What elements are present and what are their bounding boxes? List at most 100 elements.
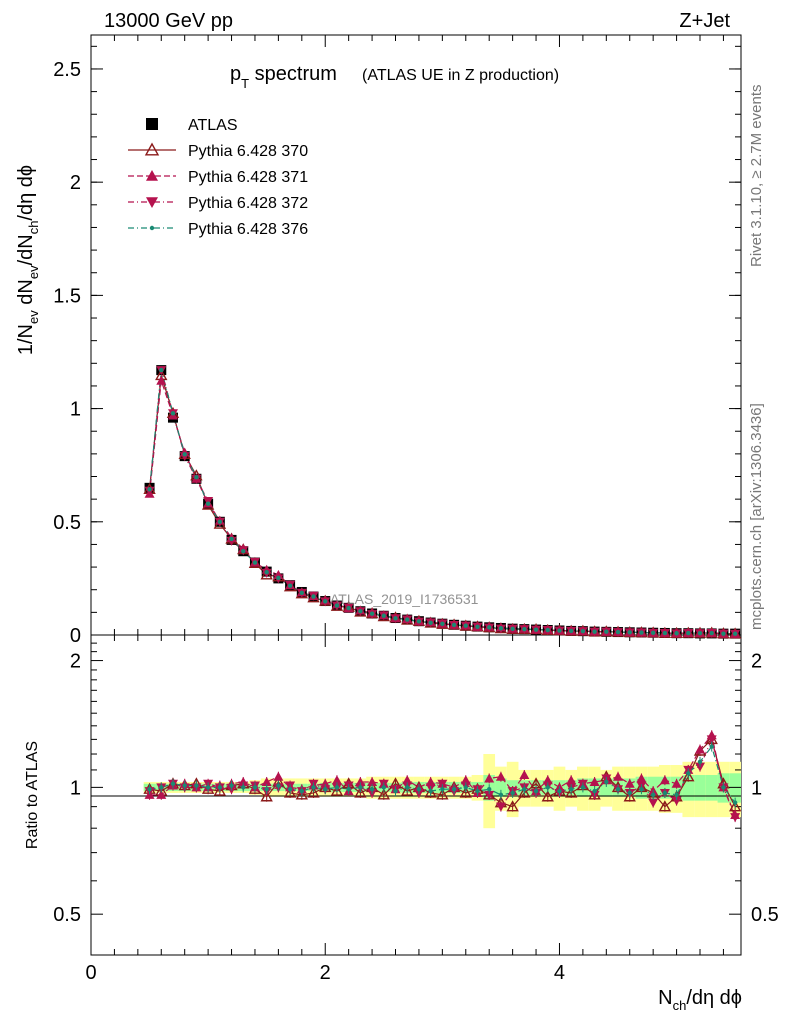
ratio-point xyxy=(682,770,695,782)
ratio-point xyxy=(369,787,375,792)
ratio-point xyxy=(299,788,305,794)
mc-point xyxy=(287,583,293,588)
ratio-point xyxy=(334,785,340,790)
process-label: Z+Jet xyxy=(679,10,730,32)
ratio-point xyxy=(566,775,577,785)
x-tick-label: 4 xyxy=(554,962,565,984)
ratio-point xyxy=(459,786,472,798)
mc-point xyxy=(156,375,167,385)
ratio-band-inner xyxy=(682,774,695,801)
ratio-y-tick-label-right: 2 xyxy=(751,651,762,673)
legend-entry-label: Pythia 6.428 376 xyxy=(188,221,308,238)
ratio-point xyxy=(623,790,636,802)
ratio-point xyxy=(695,762,706,772)
ratio-point xyxy=(545,785,550,790)
ratio-point xyxy=(732,800,738,805)
ratio-point xyxy=(495,802,506,812)
chart-title: pT spectrum xyxy=(230,63,337,91)
ratio-y-tick-label: 1 xyxy=(70,777,81,799)
mc-point xyxy=(463,623,468,628)
ratio-band-inner xyxy=(705,774,718,801)
legend-entry-label: ATLAS xyxy=(188,117,238,134)
ratio-point xyxy=(721,785,726,790)
mc-point xyxy=(182,452,187,457)
ratio-point xyxy=(627,790,632,796)
ratio-point xyxy=(354,786,367,798)
mc-point xyxy=(568,628,574,634)
ratio-y-axis-title: Ratio to ATLAS xyxy=(24,741,41,849)
ratio-band-inner xyxy=(659,776,671,799)
ratio-point xyxy=(440,787,445,792)
ratio-point xyxy=(604,779,609,785)
ratio-point xyxy=(506,800,519,812)
mc-point xyxy=(381,613,386,618)
ratio-point xyxy=(615,787,621,792)
mc-point xyxy=(639,630,644,635)
ratio-point xyxy=(706,735,717,745)
x-tick-label: 2 xyxy=(320,962,331,984)
ratio-point xyxy=(416,787,422,792)
mc-point xyxy=(498,626,504,631)
ratio-point xyxy=(486,787,492,792)
ratio-point xyxy=(260,790,273,802)
ratio-point xyxy=(475,788,480,794)
chart-title-rest: spectrum xyxy=(249,63,337,85)
ratio-point xyxy=(170,781,176,786)
y-axis-title: 1/Nev dNev/dNch/dη dϕ xyxy=(15,165,41,355)
ratio-point xyxy=(484,773,495,783)
ratio-point xyxy=(261,776,272,786)
ratio-point xyxy=(159,785,164,790)
ratio-point xyxy=(287,787,293,792)
ratio-point xyxy=(510,790,515,796)
mc-point xyxy=(311,594,316,599)
ratio-point xyxy=(518,786,531,798)
ratio-point xyxy=(636,773,647,783)
mc-point xyxy=(674,631,679,636)
legend-marker xyxy=(149,225,155,231)
ratio-point xyxy=(686,771,691,776)
y-tick-label: 0.5 xyxy=(53,512,81,534)
ratio-point xyxy=(671,778,682,788)
main-series-layer xyxy=(143,365,742,639)
mc-point xyxy=(346,605,351,611)
mc-point xyxy=(229,536,234,542)
ratio-point xyxy=(658,800,672,812)
mc-point xyxy=(241,549,246,554)
analysis-watermark: ATLAS_2019_I1736531 xyxy=(330,591,479,607)
mc-point xyxy=(697,630,703,636)
ratio-point xyxy=(156,789,167,799)
ratio-point xyxy=(695,744,706,754)
legend-marker xyxy=(146,170,158,181)
ratio-point xyxy=(564,786,578,798)
legend-marker xyxy=(146,118,158,130)
ratio-point xyxy=(252,785,258,790)
ratio-band-inner xyxy=(600,778,613,797)
mc-point xyxy=(428,620,433,625)
ratio-band-inner xyxy=(729,773,741,803)
mc-point xyxy=(650,630,656,636)
y-tick-label: 0 xyxy=(70,625,81,647)
ratio-point xyxy=(182,783,187,788)
mc-point xyxy=(159,367,164,373)
mc-point xyxy=(217,519,223,524)
chart-title-note: (ATLAS UE in Z production) xyxy=(362,67,559,84)
x-axis-title: Nch/dη dϕ xyxy=(658,987,742,1013)
mc-point xyxy=(604,629,609,634)
mcplots-label: mcplots.cern.ch [arXiv:1306.3436] xyxy=(748,403,765,630)
ratio-point xyxy=(205,785,211,790)
mc-point xyxy=(205,501,211,506)
ratio-point xyxy=(613,771,624,781)
mc-point xyxy=(475,624,480,629)
ratio-point xyxy=(484,790,495,800)
ratio-point xyxy=(377,788,390,800)
mc-point xyxy=(662,630,668,636)
ratio-point xyxy=(624,778,635,788)
legend-marker xyxy=(146,197,158,208)
mc-point xyxy=(147,487,152,492)
ratio-point xyxy=(671,796,682,806)
ratio-point xyxy=(229,783,234,788)
ratio-point xyxy=(194,783,199,788)
x-tick-label: 0 xyxy=(85,962,96,984)
ratio-band-inner xyxy=(694,774,706,801)
